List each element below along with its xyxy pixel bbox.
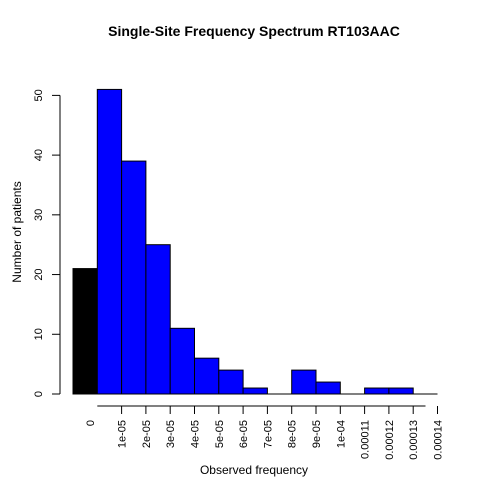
x-tick-label: 5e-05 bbox=[214, 420, 226, 448]
y-tick-label: 30 bbox=[33, 209, 45, 221]
x-tick-label: 8e-05 bbox=[287, 420, 299, 448]
bar-5e-05 bbox=[194, 357, 220, 395]
x-tick-label: 2e-05 bbox=[141, 420, 153, 448]
x-tick-label: 4e-05 bbox=[190, 420, 202, 448]
x-tick-label: 9e-05 bbox=[311, 420, 323, 448]
x-tick-label: 0.00013 bbox=[408, 420, 420, 460]
y-tick-label: 10 bbox=[33, 328, 45, 340]
x-tick-label: 1e-05 bbox=[117, 420, 129, 448]
bars-group bbox=[72, 88, 438, 395]
bar-4e-05 bbox=[169, 327, 195, 395]
bar-0 bbox=[72, 268, 98, 395]
bar-1e-04 bbox=[315, 381, 341, 395]
y-tick-label: 50 bbox=[33, 89, 45, 101]
x-tick-label: 3e-05 bbox=[165, 420, 177, 448]
x-axis: 0 1e-05 2e-05 3e-05 4e-05 5e-05 6e-05 7e-05 8e-0… bbox=[85, 405, 445, 460]
y-tick-label: 40 bbox=[33, 149, 45, 161]
x-tick-label: 0.00011 bbox=[360, 420, 372, 459]
bar-0.00013 bbox=[388, 387, 414, 395]
x-tick-label: 0 bbox=[85, 420, 97, 426]
bar-6e-05 bbox=[218, 369, 244, 395]
x-tick-label: 0.00012 bbox=[384, 420, 396, 460]
x-tick-label: 7e-05 bbox=[262, 420, 274, 448]
bar-9e-05 bbox=[291, 369, 317, 395]
x-axis-label: Observed frequency bbox=[200, 463, 308, 477]
x-tick-label: 6e-05 bbox=[238, 420, 250, 448]
y-tick-label: 20 bbox=[33, 268, 45, 280]
y-axis: 0 10 20 30 40 50 bbox=[33, 89, 61, 397]
bar-0.00012 bbox=[364, 387, 390, 395]
x-tick-label: 1e-04 bbox=[335, 420, 347, 448]
x-tick-label: 0.00014 bbox=[433, 420, 445, 460]
bar-1e-05 bbox=[96, 88, 123, 395]
y-axis-label: Number of patients bbox=[10, 181, 24, 282]
y-tick-label: 0 bbox=[33, 391, 45, 397]
bar-7e-05 bbox=[242, 387, 268, 395]
bar-3e-05 bbox=[145, 244, 171, 395]
bar-2e-05 bbox=[121, 160, 147, 395]
chart-title: Single-Site Frequency Spectrum RT103AAC bbox=[108, 23, 400, 39]
